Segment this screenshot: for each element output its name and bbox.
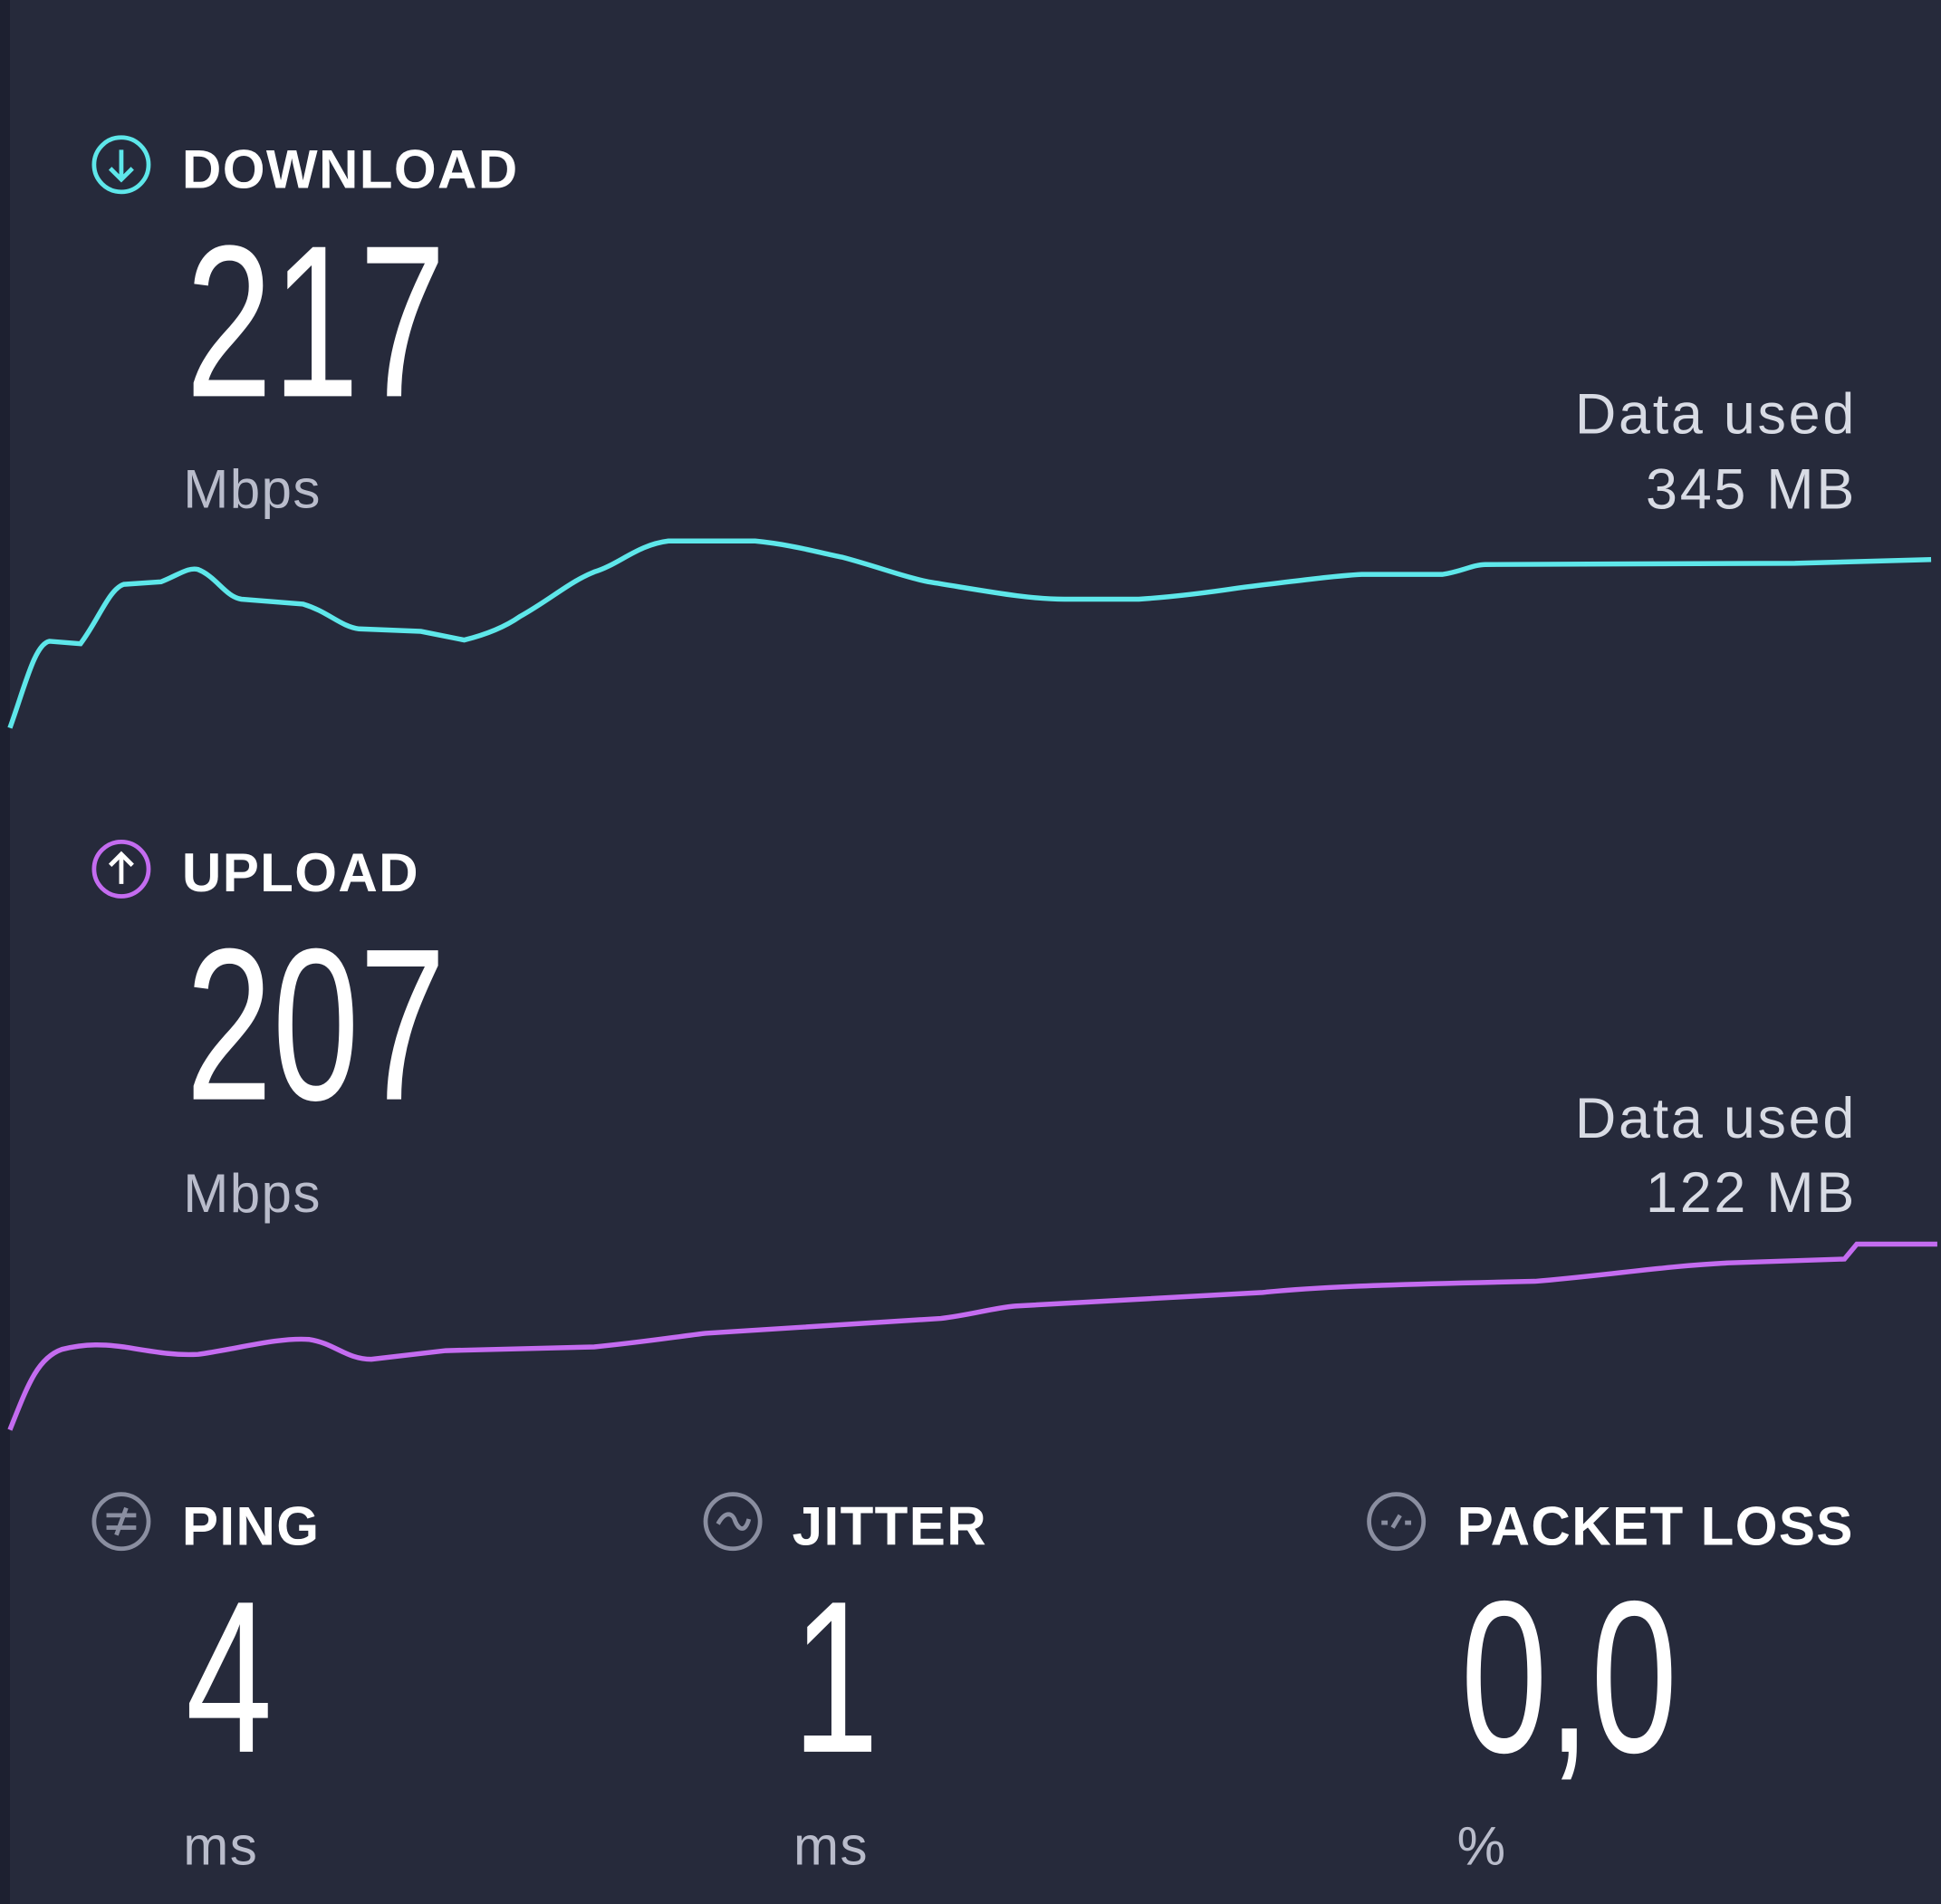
jitter-glyph — [716, 1512, 752, 1531]
jitter-label: JITTER — [793, 1496, 987, 1557]
ping-label: PING — [182, 1496, 320, 1557]
upload-value: 207 — [186, 904, 446, 1146]
packet-loss-unit: % — [1457, 1815, 1507, 1876]
download-value: 217 — [186, 201, 446, 443]
packet-loss-value: 0,0 — [1461, 1556, 1677, 1798]
upload-data-used-label: Data used — [1575, 1087, 1857, 1150]
upload-label: UPLOAD — [182, 842, 419, 903]
upload-section: UPLOAD 207 Mbps Data used 122 MB — [7, 839, 1937, 1431]
jitter-icon — [703, 1492, 763, 1552]
packet-loss-glyph — [1381, 1514, 1412, 1529]
ping-section: PING 4 ms — [91, 1492, 320, 1876]
ping-icon — [91, 1492, 151, 1552]
jitter-value: 1 — [793, 1556, 879, 1798]
download-label: DOWNLOAD — [182, 139, 519, 200]
download-unit: Mbps — [183, 458, 321, 519]
upload-data-used: 122 MB — [1646, 1161, 1857, 1225]
download-data-used-label: Data used — [1575, 382, 1857, 446]
jitter-section: JITTER 1 ms — [703, 1492, 987, 1876]
upload-graph — [7, 1241, 1937, 1431]
download-graph — [7, 538, 1932, 729]
jitter-unit: ms — [793, 1815, 869, 1876]
upload-unit: Mbps — [183, 1163, 321, 1224]
upload-icon — [91, 839, 151, 899]
packet-loss-icon — [1367, 1492, 1427, 1552]
upload-arrow — [108, 851, 134, 884]
ping-unit: ms — [183, 1815, 258, 1876]
download-arrow — [108, 149, 134, 183]
download-data-used: 345 MB — [1646, 458, 1857, 522]
packet-loss-label: PACKET LOSS — [1457, 1496, 1854, 1557]
download-section: DOWNLOAD 217 Mbps Data used 345 MB — [7, 135, 1932, 729]
edge — [0, 0, 10, 1904]
download-icon — [91, 135, 151, 195]
packet-loss-section: PACKET LOSS 0,0 % — [1367, 1492, 1854, 1876]
ping-value: 4 — [186, 1556, 273, 1798]
ping-glyph — [106, 1506, 137, 1536]
